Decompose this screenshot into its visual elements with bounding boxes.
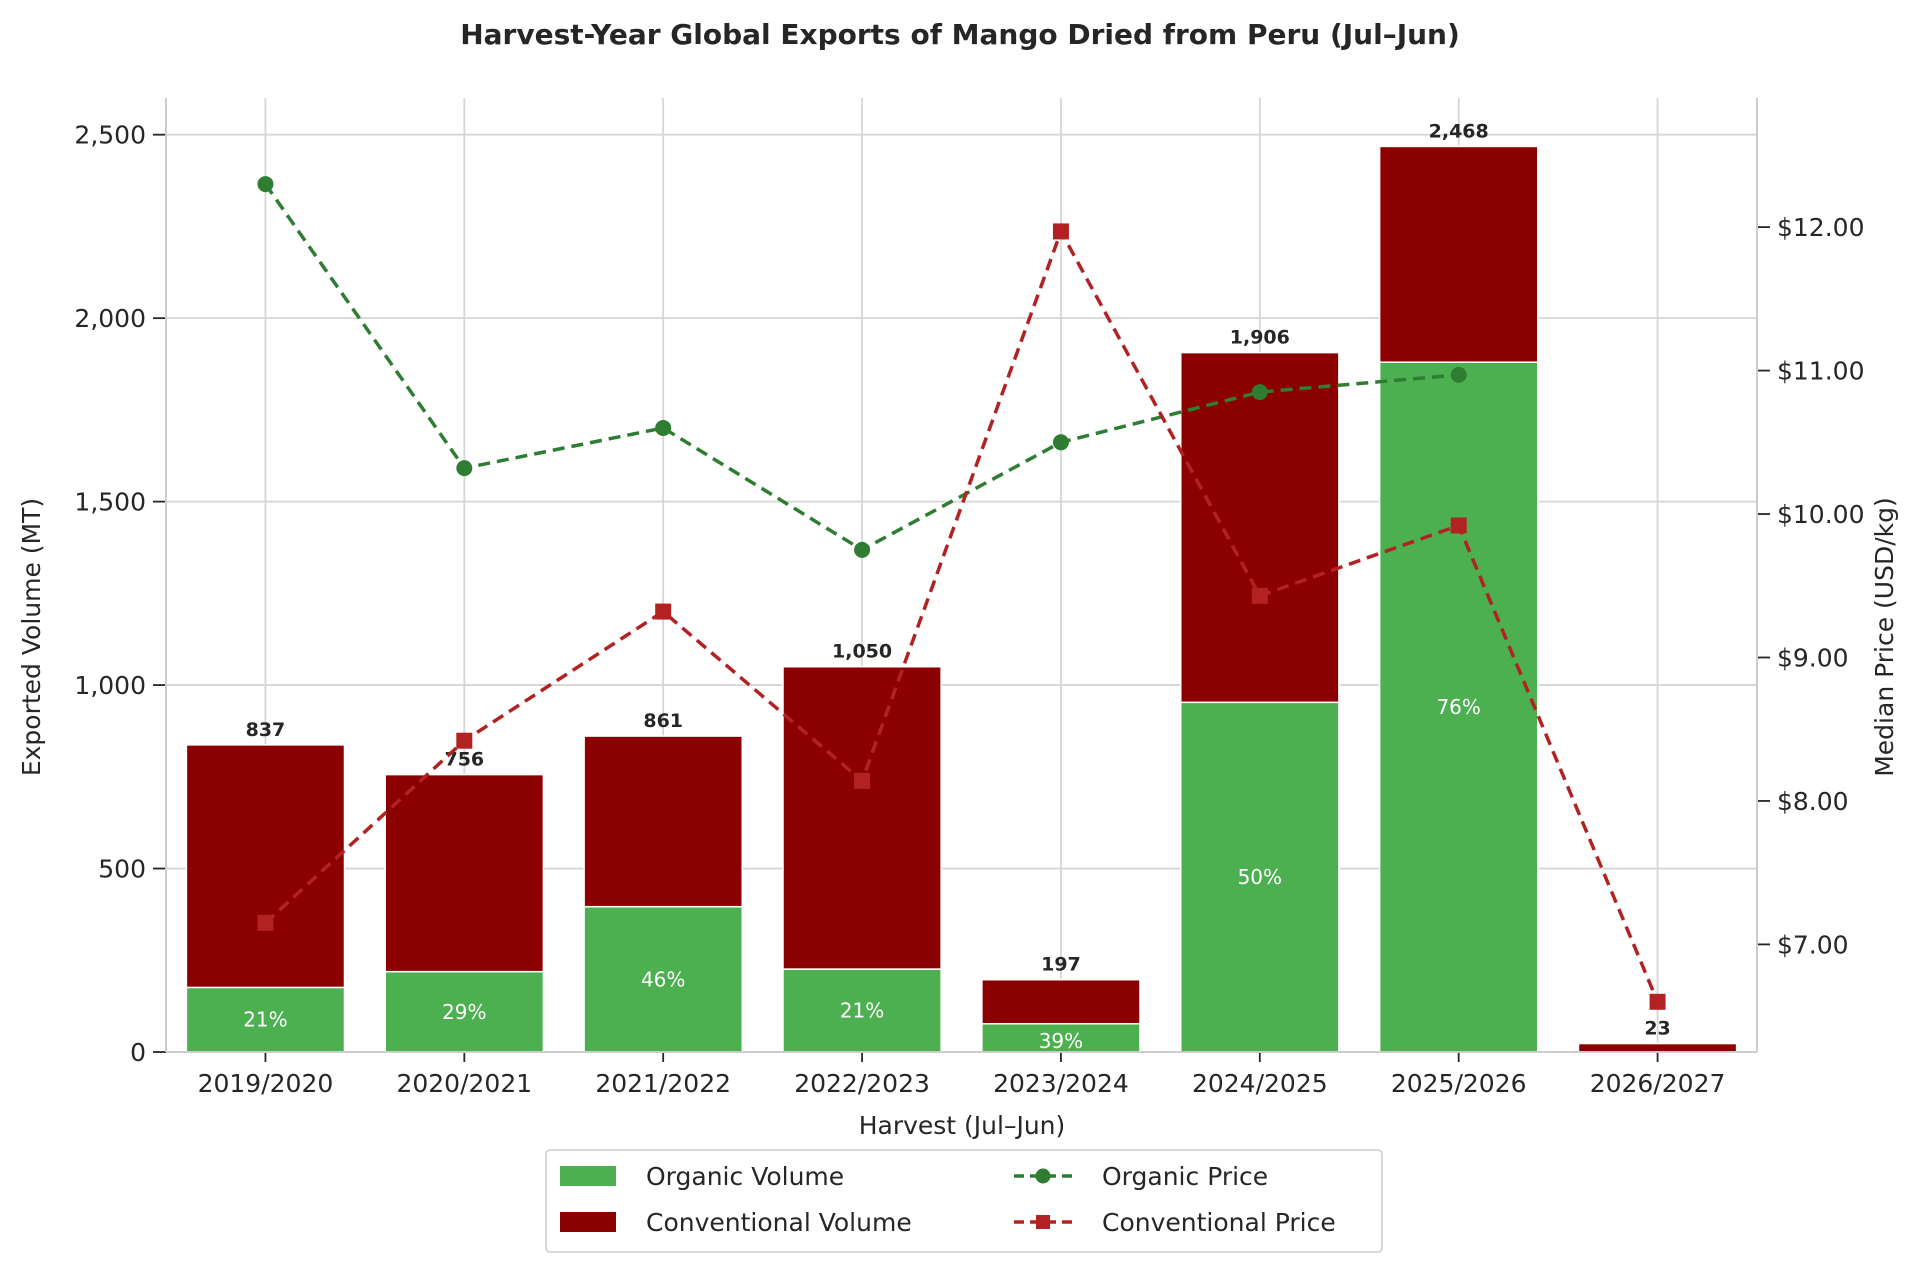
- chart-title: Harvest-Year Global Exports of Mango Dri…: [460, 18, 1460, 51]
- y2-tick-label: $7.00: [1777, 930, 1849, 959]
- legend-marker-conventional-price: [1036, 1215, 1050, 1229]
- bar-total-label: 756: [444, 749, 484, 771]
- bar-conventional-volume: [981, 978, 1141, 1025]
- bar-organic-share-label: 21%: [243, 1008, 287, 1032]
- bar-total-label: 861: [643, 710, 683, 732]
- y2-tick-label: $11.00: [1777, 357, 1864, 386]
- legend-label-conventional-volume: Conventional Volume: [646, 1208, 912, 1237]
- bar-organic-share-label: 76%: [1436, 695, 1480, 719]
- y-tick-label: 2,500: [74, 121, 146, 150]
- y-tick-label: 0: [130, 1038, 146, 1067]
- legend-label-organic-price: Organic Price: [1102, 1162, 1268, 1191]
- x-axis-label: Harvest (Jul–Jun): [859, 1111, 1066, 1140]
- bar-organic-volume: [782, 968, 942, 1053]
- x-tick-label: 2024/2025: [1192, 1069, 1328, 1098]
- bar-total-label: 837: [246, 719, 286, 741]
- y-tick-label: 1,500: [74, 488, 146, 517]
- bar-conventional-volume: [384, 773, 545, 973]
- bar-conventional-volume: [1577, 1042, 1738, 1053]
- bar-organic-volume: [185, 986, 346, 1053]
- conventional-price-point: [655, 603, 672, 620]
- organic-price-point: [1251, 384, 1268, 401]
- conventional-price-point: [1450, 517, 1467, 534]
- bar-conventional-volume: [1378, 145, 1539, 363]
- conventional-price-point: [257, 914, 274, 931]
- axes: 0 500 1,000 1,500 2,000 2,500 $7.00 $8.00 $9.00 $…: [74, 98, 1864, 1098]
- x-tick-label: 2026/2027: [1590, 1069, 1726, 1098]
- bar-organic-share-label: 46%: [641, 967, 685, 991]
- organic-price-point: [1450, 366, 1467, 383]
- bar-organic-volume: [1180, 701, 1340, 1053]
- organic-price-point: [257, 176, 274, 193]
- y2-tick-label: $12.00: [1777, 213, 1864, 242]
- x-tick-label: 2019/2020: [198, 1069, 334, 1098]
- conventional-price-line: [264, 227, 1660, 1003]
- organic-price-point: [854, 541, 871, 558]
- bar-total-label: 23: [1644, 1018, 1670, 1040]
- legend-label-conventional-price: Conventional Price: [1102, 1208, 1336, 1237]
- legend-marker-organic-price: [1035, 1168, 1051, 1184]
- conventional-price-point: [1251, 587, 1268, 604]
- organic-price-point: [1052, 434, 1069, 451]
- bar-organic-share-label: 39%: [1039, 1029, 1083, 1053]
- organic-price-point: [655, 419, 672, 436]
- conventional-price-point: [1052, 223, 1069, 240]
- legend-swatch-organic-volume: [560, 1166, 616, 1186]
- x-tick-label: 2023/2024: [993, 1069, 1129, 1098]
- bar-organic-volume: [583, 905, 743, 1053]
- organic-price-point: [456, 460, 473, 477]
- x-tick-label: 2020/2021: [396, 1069, 532, 1098]
- bars: 837 21% 756 29% 861 46% 1,050 21% 197 39% 1,906 50%…: [185, 120, 1738, 1053]
- bar-organic-share-label: 29%: [442, 1000, 486, 1024]
- x-tick-label: 2022/2023: [794, 1069, 930, 1098]
- bar-total-label: 1,050: [832, 641, 892, 663]
- y2-tick-label: $8.00: [1777, 787, 1849, 816]
- legend-swatch-conventional-volume: [560, 1212, 616, 1232]
- bar-total-label: 1,906: [1230, 327, 1290, 349]
- y-tick-label: 2,000: [74, 304, 146, 333]
- legend-frame: [545, 1149, 1383, 1253]
- bar-conventional-volume: [185, 744, 346, 989]
- conventional-price-point: [854, 772, 871, 789]
- price-lines: [257, 176, 1666, 1010]
- x-tick-label: 2025/2026: [1391, 1069, 1527, 1098]
- bar-conventional-volume: [583, 735, 743, 908]
- legend-label-organic-volume: Organic Volume: [646, 1162, 844, 1191]
- bar-conventional-volume: [1180, 351, 1340, 704]
- bar-total-label: 2,468: [1429, 120, 1489, 142]
- y2-tick-label: $10.00: [1777, 500, 1864, 529]
- bar-total-label: 197: [1041, 954, 1081, 976]
- y-axis-label: Exported Volume (MT): [17, 498, 46, 776]
- conventional-price-point: [456, 732, 473, 749]
- y-tick-label: 1,000: [74, 671, 146, 700]
- bar-organic-share-label: 21%: [840, 999, 884, 1023]
- bar-organic-share-label: 50%: [1238, 865, 1282, 889]
- y2-tick-label: $9.00: [1777, 643, 1849, 672]
- y-tick-label: 500: [98, 855, 146, 884]
- bar-conventional-volume: [782, 665, 942, 970]
- bar-organic-volume: [981, 1022, 1141, 1053]
- x-tick-label: 2021/2022: [595, 1069, 731, 1098]
- legend: Organic Volume Conventional Volume Organ…: [545, 1149, 1383, 1253]
- y2-axis-label: Median Price (USD/kg): [1870, 497, 1899, 777]
- conventional-price-point: [1649, 993, 1666, 1010]
